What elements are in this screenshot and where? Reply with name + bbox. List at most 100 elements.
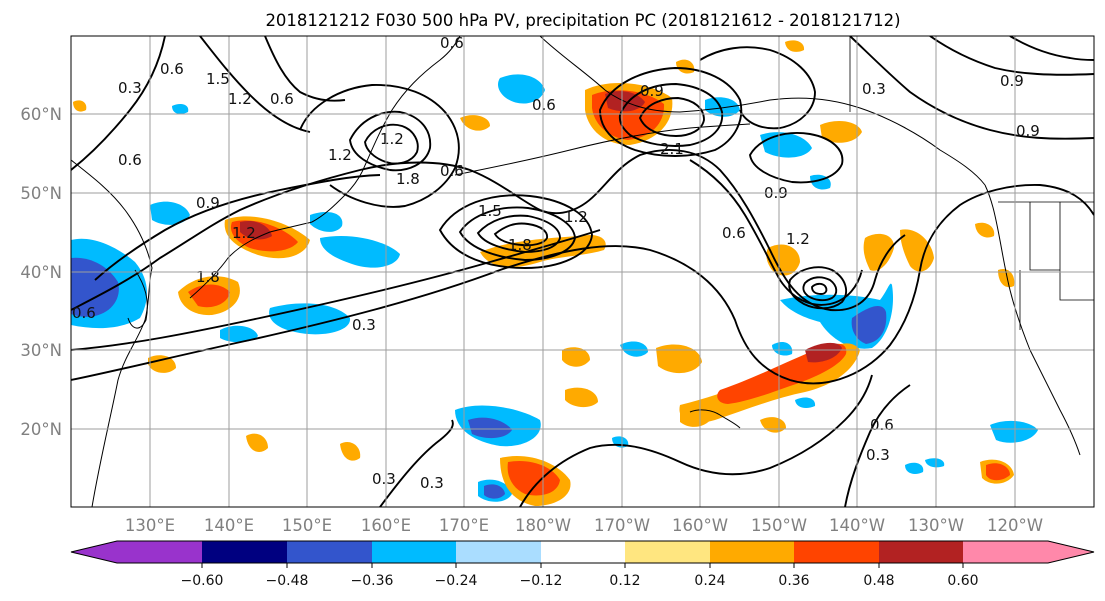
precip-orange-kamchatka (676, 59, 695, 74)
lon-label-150e: 150°E (282, 516, 332, 535)
contour-top-right-a (849, 36, 1094, 140)
precip-blue-mid-south (620, 341, 648, 357)
precip-orange-mid-trough (766, 244, 800, 276)
contour-top-right-c (1009, 36, 1094, 61)
lat-label-40n: 40°N (20, 263, 62, 282)
contour-bering-b (618, 83, 724, 147)
precip-darkblue-south-b (484, 484, 505, 499)
figure-title: 2018121212 F030 500 hPa PV, precipitatio… (265, 11, 900, 30)
precip-orange-gulf-n (460, 115, 490, 131)
colorbar-bin (372, 541, 456, 563)
contour-label: 1.8 (508, 236, 532, 254)
contour-label: 1.5 (206, 70, 230, 88)
precip-orange-sw-small (148, 355, 176, 373)
precip-orange-pnw (900, 229, 934, 272)
precip-orange-south-w (246, 433, 268, 452)
contour-label: 0.6 (72, 304, 96, 322)
precip-blue-alaska-n (705, 97, 740, 117)
lon-label-130w: 130°W (908, 516, 964, 535)
contour-top-right-b (929, 36, 1094, 76)
contour-label: 0.3 (352, 316, 376, 334)
precip-orange-south-d (565, 387, 598, 408)
lon-label-170w: 170°W (594, 516, 650, 535)
contour-north-low-c (299, 84, 460, 208)
lon-label-140w: 140°W (829, 516, 885, 535)
coastline-alaska (539, 36, 986, 186)
colorbar-tick-label: −0.36 (351, 573, 394, 589)
contour-label: 1.2 (786, 230, 810, 248)
contour-label: 0.3 (862, 80, 886, 98)
lon-label-160w: 160°W (672, 516, 728, 535)
colorbar-bin (541, 541, 625, 563)
contour-label: 0.6 (440, 34, 464, 52)
contour-label: 0.6 (160, 60, 184, 78)
precip-orange-us-coast (998, 268, 1015, 288)
lat-label-60n: 60°N (20, 105, 62, 124)
contour-trough-b (802, 276, 838, 302)
precip-blue-north-pacific (320, 235, 400, 268)
colorbar-bin (879, 541, 963, 563)
graticule (71, 36, 1094, 507)
precip-orange-mid-e (680, 405, 712, 427)
colorbar-tick-label: 0.12 (609, 573, 640, 589)
contour-label: 1.5 (478, 202, 502, 220)
contour-label: 0.3 (118, 79, 142, 97)
precip-darkblue-central-south (468, 417, 512, 439)
colorbar-tick-label: −0.48 (266, 573, 309, 589)
lat-label-50n: 50°N (20, 184, 62, 203)
lat-label-30n: 30°N (20, 341, 62, 360)
contour-label: 1.8 (196, 268, 220, 286)
contour-label: 0.6 (440, 162, 464, 180)
contour-15-ring (458, 206, 576, 261)
political-borders (849, 36, 1094, 330)
colorbar-bin (202, 541, 287, 563)
contour-label: 1.2 (328, 146, 352, 164)
precip-blue-east-small-2 (925, 458, 945, 468)
precip-orange-south-c (562, 347, 590, 367)
contour-09-a (94, 174, 381, 281)
precip-red-south-b (507, 460, 560, 496)
colorbar-bin (625, 541, 710, 563)
contour-north-edge-c (264, 36, 346, 102)
precip-orange-south-a (656, 344, 702, 374)
precip-blue-mid-south-3 (772, 341, 793, 356)
colorbar-bin (794, 541, 879, 563)
colorbar-tick-label: −0.60 (181, 573, 224, 589)
precip-darkred-sw-band (805, 342, 842, 363)
contour-label: 0.6 (118, 151, 142, 169)
negative-precip-areas (71, 74, 1038, 502)
lon-label-150w: 150°W (751, 516, 807, 535)
colorbar-bin (117, 541, 202, 563)
precip-blue-kamchatka-sw (310, 212, 343, 232)
precipitation-shading (71, 40, 1038, 506)
contour-north-low-b (364, 123, 419, 165)
contour-label: 2.1 (660, 140, 684, 158)
coastline-hawaii (689, 409, 741, 429)
precip-orange-alaska-ne (785, 40, 805, 52)
lon-label-130e: 130°E (125, 516, 175, 535)
contour-north-edge-a (71, 36, 166, 171)
lon-label-140e: 140°E (204, 516, 254, 535)
precip-orange-bc-coast (863, 233, 895, 271)
contour-trough-a (788, 266, 847, 310)
contour-03-southwest (71, 229, 601, 351)
contour-03-south (71, 184, 1094, 385)
contour-labels: 0.6 0.3 0.6 1.5 1.2 0.6 0.9 1.2 1.8 0.6 … (72, 34, 1040, 492)
contour-label: 0.9 (196, 194, 220, 212)
coastline-asia (71, 159, 153, 507)
contour-south-03-a (519, 374, 873, 507)
colorbar-bin (710, 541, 794, 563)
contour-label: 1.2 (232, 224, 256, 242)
border-state-1 (1029, 202, 1060, 271)
precip-blue-east-south (990, 420, 1038, 443)
longitude-labels: 130°E 140°E 150°E 160°E 170°E 180°W 170°… (125, 516, 1043, 535)
precip-blue-gulf-alaska (760, 132, 812, 158)
latitude-labels: 60°N 50°N 40°N 30°N 20°N (20, 105, 62, 439)
contour-label: 0.9 (1000, 72, 1024, 90)
contour-north-edge-b (199, 36, 311, 133)
precip-orange-bc-nw (975, 222, 995, 238)
coastline-japan (189, 221, 313, 299)
precip-orange-west-edge (73, 100, 87, 112)
colorbar-bin (963, 541, 1048, 563)
